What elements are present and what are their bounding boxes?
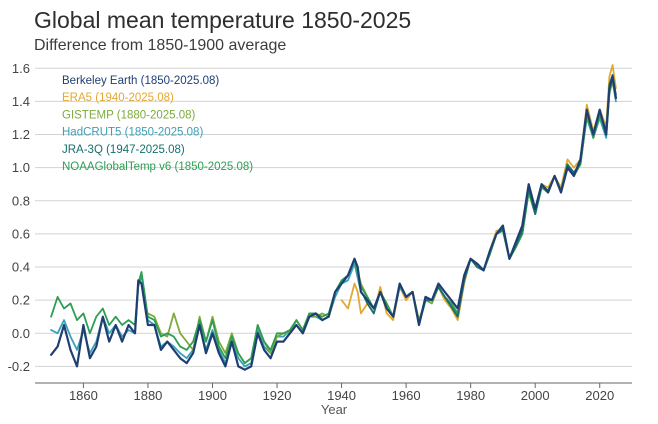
x-tick-label: 1880 — [133, 388, 162, 403]
x-tick-label: 1900 — [198, 388, 227, 403]
y-tick-label: 1.0 — [12, 160, 30, 175]
series-lines — [49, 64, 618, 371]
legend-entry: NOAAGlobalTemp v6 (1850-2025.08) — [62, 161, 253, 173]
y-axis-ticks: -0.2 0.0 0.2 0.4 0.6 0.8 1.0 1.2 1.4 1.6 — [8, 61, 30, 374]
x-tick-label: 1980 — [456, 388, 485, 403]
x-tick-label: 1940 — [327, 388, 356, 403]
legend-entry: HadCRUT5 (1850-2025.08) — [62, 127, 203, 139]
legend-entry: Berkeley Earth (1850-2025.08) — [62, 75, 219, 87]
legend-entry: ERA5 (1940-2025.08) — [62, 92, 174, 104]
series-line — [49, 75, 618, 371]
legend-entry: JRA-3Q (1947-2025.08) — [62, 144, 185, 156]
series-line — [340, 64, 617, 326]
y-tick-label: 1.6 — [12, 61, 30, 76]
y-tick-label: 1.2 — [12, 127, 30, 142]
series-line — [146, 80, 617, 365]
x-tick-label: 2020 — [585, 388, 614, 403]
x-tick-label: 1860 — [69, 388, 98, 403]
x-axis-ticks: 1860 1880 1900 1920 1940 1960 1980 2000 2020 — [69, 383, 614, 403]
legend-entry: GISTEMP (1880-2025.08) — [62, 109, 196, 121]
y-tick-label: 0.8 — [12, 193, 30, 208]
chart-title: Global mean temperature 1850-2025 — [34, 7, 411, 33]
x-tick-label: 2000 — [521, 388, 550, 403]
y-tick-label: 0.4 — [12, 260, 30, 275]
y-tick-label: 0.6 — [12, 226, 30, 241]
x-axis-label: Year — [321, 402, 348, 417]
y-tick-label: -0.2 — [8, 359, 30, 374]
legend: Berkeley Earth (1850-2025.08) ERA5 (1940-… — [62, 75, 253, 173]
x-tick-label: 1920 — [263, 388, 292, 403]
x-tick-label: 1960 — [392, 388, 421, 403]
y-tick-label: 0.2 — [12, 293, 30, 308]
y-tick-label: 0.0 — [12, 326, 30, 341]
y-tick-label: 1.4 — [12, 94, 30, 109]
chart-subtitle: Difference from 1850-1900 average — [34, 37, 286, 54]
